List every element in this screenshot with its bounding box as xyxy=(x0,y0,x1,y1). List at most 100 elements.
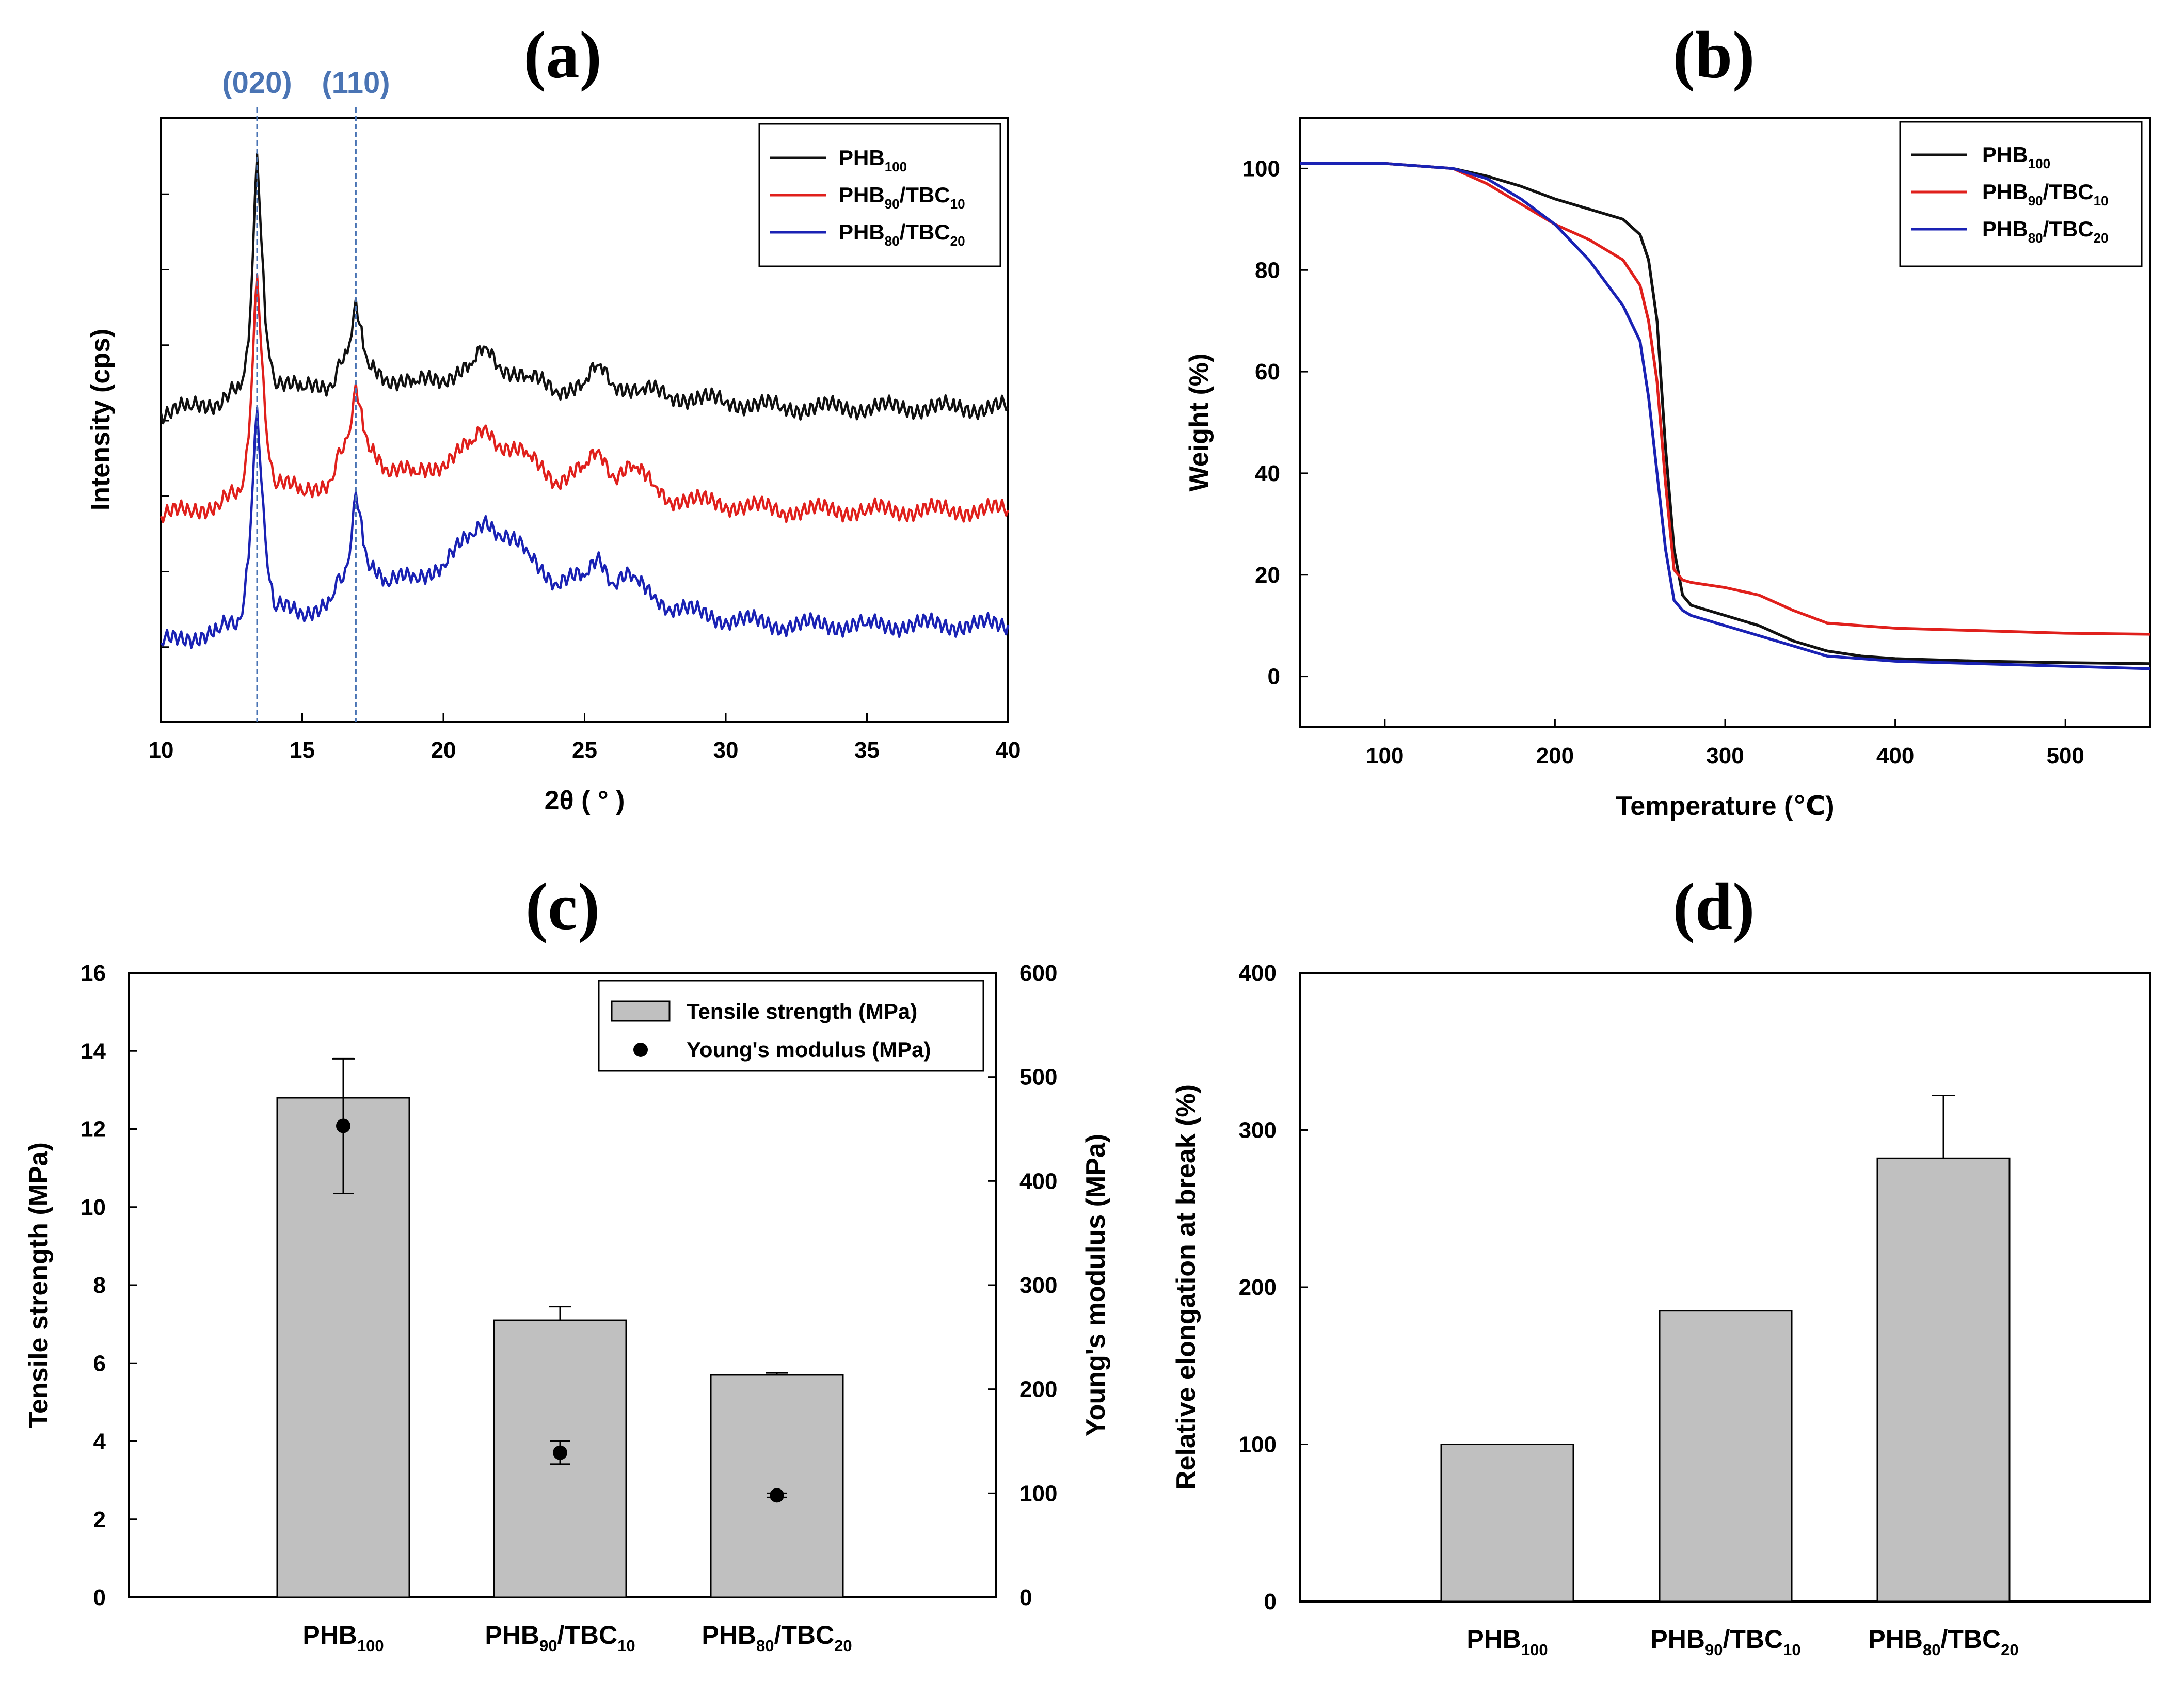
label-subscript: 80 xyxy=(2028,230,2043,246)
legend-entry: PHB90/TBC10 xyxy=(839,183,965,212)
x-tick-label: 20 xyxy=(431,738,456,763)
label-text: PHB xyxy=(839,220,885,244)
x-tick-label: 15 xyxy=(290,738,315,763)
legend-entry: PHB100 xyxy=(839,146,907,174)
y-tick-label: 10 xyxy=(81,1195,106,1220)
label-text: PHB xyxy=(485,1621,539,1650)
x-tick-label: 25 xyxy=(572,738,597,763)
y2-tick-label: 400 xyxy=(1019,1168,1057,1194)
y-tick-label: 200 xyxy=(1239,1275,1277,1300)
label-subscript: 90 xyxy=(885,196,900,212)
y-tick-label: 4 xyxy=(93,1429,106,1454)
legend-entry: PHB90/TBC10 xyxy=(1982,180,2109,209)
y2-axis-label: Young's modulus (MPa) xyxy=(1081,1134,1111,1436)
peak-label: (110) xyxy=(322,66,390,100)
category-label: PHB100 xyxy=(1466,1625,1548,1659)
tensile-bar xyxy=(710,1374,844,1598)
label-text: /TBC xyxy=(557,1621,617,1650)
category-label: PHB90/TBC10 xyxy=(485,1621,635,1655)
label-subscript: 20 xyxy=(2001,1641,2018,1659)
label-subscript: 20 xyxy=(2094,230,2109,246)
label-subscript: 100 xyxy=(2028,156,2050,171)
label-text: PHB xyxy=(839,183,885,207)
label-text: PHB xyxy=(1982,142,2028,167)
category-label: PHB90/TBC10 xyxy=(1650,1625,1800,1659)
y2-tick-label: 500 xyxy=(1019,1065,1057,1090)
legend-entry: Tensile strength (MPa) xyxy=(687,999,917,1023)
y-tick-label: 100 xyxy=(1239,1432,1277,1458)
y-axis-label: Tensile strength (MPa) xyxy=(24,1142,54,1428)
label-text: PHB xyxy=(702,1621,756,1650)
x-tick-label: 10 xyxy=(149,738,174,763)
label-subscript: 20 xyxy=(950,233,965,249)
label-subscript: 10 xyxy=(950,196,965,212)
legend-swatch-bar xyxy=(611,1000,671,1022)
y-tick-label: 0 xyxy=(1264,1589,1277,1614)
x-axis-label: Temperature (℃) xyxy=(1616,791,1834,821)
y-tick-label: 20 xyxy=(1255,563,1280,588)
elongation-bar xyxy=(1440,1444,1574,1603)
y2-tick-label: 600 xyxy=(1019,960,1057,986)
category-label: PHB80/TBC20 xyxy=(702,1621,852,1655)
y-tick-label: 300 xyxy=(1239,1118,1277,1143)
tga-chart: 100 200 300 400 500 0 20 40 60 80 100 Temperature (… xyxy=(1184,117,2151,821)
legend-box xyxy=(758,123,1001,267)
tga-series-line xyxy=(1300,162,2151,670)
label-text: PHB xyxy=(1982,217,2028,241)
category-label: PHB80/TBC20 xyxy=(1868,1625,2018,1659)
tga-series-line xyxy=(1300,162,2151,665)
legend-entry: PHB80/TBC20 xyxy=(839,220,965,249)
label-text: /TBC xyxy=(900,220,950,244)
label-text: PHB xyxy=(1466,1625,1521,1654)
legend-entry: PHB100 xyxy=(1982,142,2050,171)
panel-title: (b) xyxy=(1673,18,1755,92)
legend: Tensile strength (MPa) Young's modulus (M… xyxy=(598,980,984,1072)
label-subscript: 100 xyxy=(357,1637,384,1655)
panel-title: (c) xyxy=(525,870,600,944)
y-tick-label: 8 xyxy=(93,1273,106,1298)
label-text: PHB xyxy=(839,146,885,170)
peak-label: (020) xyxy=(222,66,292,100)
x-axis-label: 2θ ( ° ) xyxy=(545,786,625,815)
y-tick-label: 400 xyxy=(1239,960,1277,986)
panel-title: (d) xyxy=(1673,870,1755,944)
label-subscript: 100 xyxy=(885,159,907,174)
x-tick-label: 35 xyxy=(854,738,880,763)
modulus-point xyxy=(336,1118,350,1133)
y-tick-label: 40 xyxy=(1255,461,1280,486)
y-tick-label: 80 xyxy=(1255,258,1280,283)
label-text: PHB xyxy=(1650,1625,1705,1654)
xrd-chart: 10 15 20 25 30 35 40 (020) (110) 2θ ( ° ) Intensit… xyxy=(86,66,1021,815)
label-subscript: 80 xyxy=(1923,1641,1940,1659)
x-tick-label: 100 xyxy=(1366,743,1404,769)
xrd-series-line xyxy=(160,406,1010,649)
y-axis-label: Intensity (cps) xyxy=(86,329,116,511)
label-subscript: 90 xyxy=(1705,1641,1723,1659)
y-tick-label: 14 xyxy=(81,1038,106,1064)
category-label: PHB100 xyxy=(302,1621,384,1655)
label-text: PHB xyxy=(302,1621,357,1650)
label-text: PHB xyxy=(1982,180,2028,204)
label-subscript: 10 xyxy=(1783,1641,1800,1659)
y-axis-label: Weight (%) xyxy=(1184,354,1214,492)
y-tick-label: 60 xyxy=(1255,359,1280,385)
label-text: /TBC xyxy=(900,183,950,207)
label-subscript: 80 xyxy=(885,233,900,249)
label-subscript: 90 xyxy=(539,1637,557,1655)
legend-entry: PHB80/TBC20 xyxy=(1982,217,2109,246)
y-tick-label: 0 xyxy=(1268,664,1280,690)
label-text: /TBC xyxy=(774,1621,834,1650)
y2-tick-label: 200 xyxy=(1019,1377,1057,1402)
label-subscript: 10 xyxy=(617,1637,635,1655)
legend-box xyxy=(1899,121,2143,267)
modulus-point xyxy=(770,1488,784,1503)
label-text: /TBC xyxy=(1723,1625,1783,1654)
y-tick-label: 12 xyxy=(81,1117,106,1142)
label-subscript: 100 xyxy=(1521,1641,1548,1659)
y-axis-label: Relative elongation at break (%) xyxy=(1171,1084,1201,1490)
label-subscript: 90 xyxy=(2028,193,2043,209)
label-subscript: 10 xyxy=(2094,193,2109,209)
modulus-point xyxy=(553,1445,567,1460)
